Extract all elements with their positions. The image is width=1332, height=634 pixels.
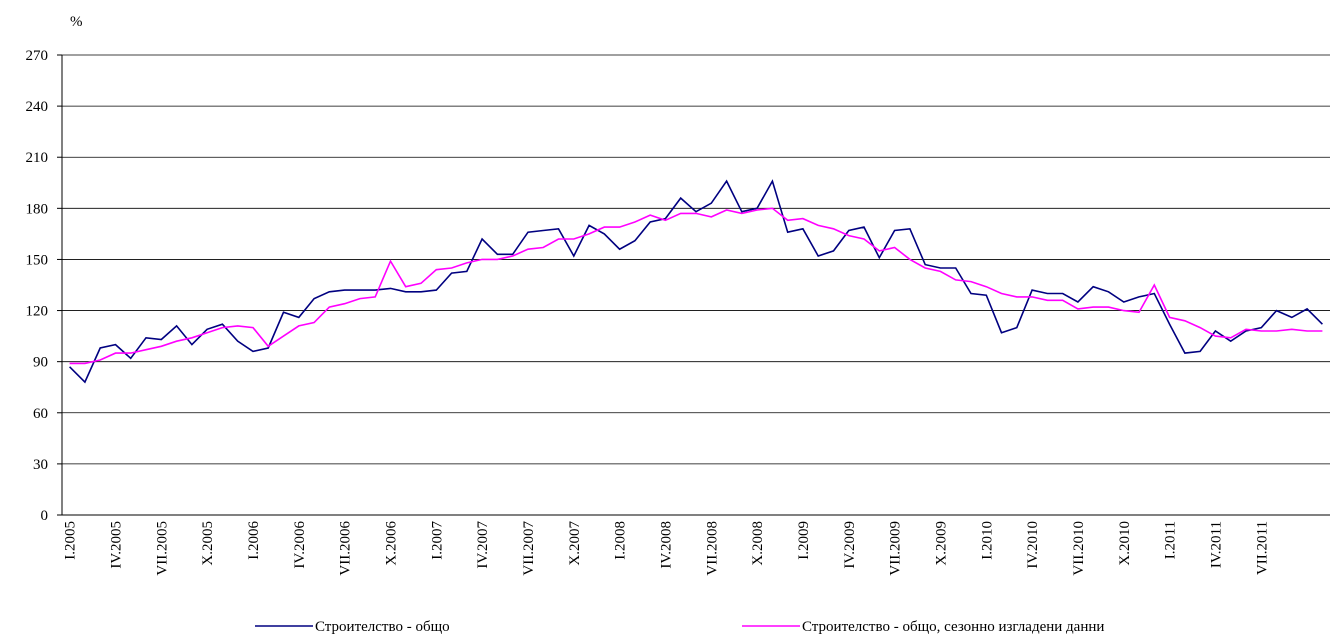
y-tick-label: 270 xyxy=(26,48,49,64)
y-tick-label: 120 xyxy=(26,304,49,320)
x-tick-label: I.2006 xyxy=(246,521,262,560)
x-tick-label: I.2011 xyxy=(1163,521,1179,559)
x-tick-label: IV.2011 xyxy=(1208,521,1224,568)
y-unit-label: % xyxy=(70,14,83,30)
x-tick-label: IV.2006 xyxy=(292,521,308,569)
y-tick-label: 180 xyxy=(26,201,49,217)
x-tick-label: X.2010 xyxy=(1117,521,1133,566)
legend-label: Строителство - общо, сезонно изгладени д… xyxy=(802,619,1104,634)
legend-label: Строителство - общо xyxy=(315,619,450,634)
y-tick-label: 240 xyxy=(26,99,49,115)
x-tick-label: VII.2008 xyxy=(704,521,720,576)
series-line xyxy=(69,179,1323,384)
x-tick-label: X.2007 xyxy=(567,521,583,566)
x-tick-label: VII.2010 xyxy=(1071,521,1087,576)
x-tick-label: IV.2009 xyxy=(842,521,858,569)
x-tick-label: I.2005 xyxy=(63,521,79,560)
x-tick-label: IV.2007 xyxy=(475,521,491,569)
y-tick-label: 90 xyxy=(33,355,48,371)
y-tick-label: 150 xyxy=(26,252,49,268)
x-tick-label: IV.2008 xyxy=(658,521,674,569)
x-tick-label: I.2008 xyxy=(613,521,629,560)
y-tick-label: 0 xyxy=(41,508,49,524)
x-tick-label: VII.2011 xyxy=(1254,521,1270,575)
x-tick-label: X.2008 xyxy=(750,521,766,566)
x-tick-label: I.2010 xyxy=(979,521,995,560)
x-tick-label: IV.2010 xyxy=(1025,521,1041,569)
x-tick-label: IV.2005 xyxy=(108,521,124,569)
x-tick-label: X.2009 xyxy=(933,521,949,566)
series-line xyxy=(69,207,1323,365)
x-tick-label: X.2005 xyxy=(200,521,216,566)
x-tick-label: VII.2007 xyxy=(521,521,537,576)
x-tick-label: I.2009 xyxy=(796,521,812,560)
x-tick-label: X.2006 xyxy=(383,521,399,566)
y-tick-label: 60 xyxy=(33,406,48,422)
x-tick-label: VII.2009 xyxy=(888,521,904,576)
x-tick-label: I.2007 xyxy=(429,521,445,560)
x-tick-label: VII.2005 xyxy=(154,521,170,576)
y-tick-label: 210 xyxy=(26,150,49,166)
y-tick-label: 30 xyxy=(33,457,48,473)
x-tick-label: VII.2006 xyxy=(338,521,354,576)
